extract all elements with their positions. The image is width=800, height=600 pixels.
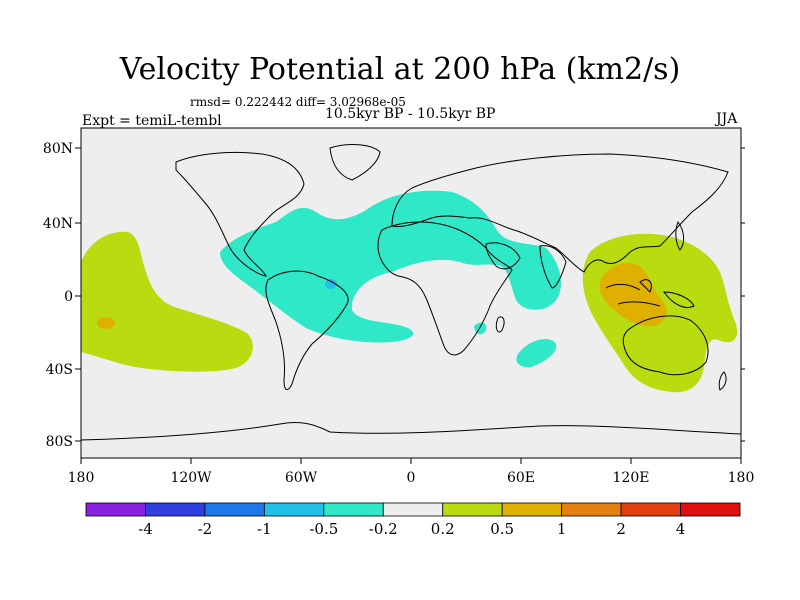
season-label: JJA — [716, 111, 738, 127]
colorbar-swatch — [442, 502, 503, 517]
colorbar-label: 2 — [616, 520, 626, 538]
neg-core-amazon — [325, 279, 337, 289]
coast-japan — [675, 220, 685, 251]
colorbar-swatch — [204, 502, 265, 517]
colorbar-label: 0.5 — [490, 520, 514, 538]
lon-tick-label: 180 — [728, 470, 755, 486]
neg-anomaly-main — [220, 190, 561, 343]
colorbar-label: -0.2 — [369, 520, 398, 538]
chart-title: Velocity Potential at 200 hPa (km2/s) — [119, 52, 681, 87]
coast-south-america — [265, 270, 349, 390]
pos-core-maritime-continent — [599, 262, 667, 327]
lon-axis: 180 120W 60W 0 60E 120E 180 — [68, 458, 755, 486]
coast-india — [539, 245, 567, 289]
coast-maritime-continent — [605, 279, 695, 308]
colorbar-label: 1 — [557, 520, 567, 538]
pos-anomaly-west-pacific — [81, 231, 253, 372]
colorbar: -4 -2 -1 -0.5 -0.2 0.2 0.5 1 2 4 — [85, 502, 741, 538]
experiment-label: Expt = temiL-tembl — [82, 113, 222, 129]
lat-tick-label: 80S — [46, 434, 73, 450]
neg-anomaly-south-atlantic — [516, 339, 557, 368]
coast-north-america — [175, 151, 305, 277]
colorbar-swatch — [145, 502, 206, 517]
coast-greenland — [329, 144, 381, 181]
lat-tick-label: 0 — [64, 289, 73, 305]
lon-tick-label: 60E — [507, 470, 535, 486]
colorbar-label: 0.2 — [431, 520, 455, 538]
coast-new-zealand — [718, 371, 727, 391]
period-label: 10.5kyr BP - 10.5kyr BP — [325, 106, 496, 122]
lat-tick-label: 80N — [43, 141, 73, 157]
colorbar-label: -1 — [257, 520, 272, 538]
coast-arabia — [485, 242, 521, 270]
colorbar-swatch — [382, 502, 444, 517]
lon-tick-label: 0 — [407, 470, 416, 486]
lat-axis: 80N 40N 0 40S 80S — [43, 141, 745, 450]
lon-tick-label: 180 — [68, 470, 95, 486]
coast-eurasia — [391, 153, 729, 273]
coast-africa — [377, 221, 513, 356]
colorbar-swatch — [501, 502, 563, 517]
coast-australia — [622, 315, 709, 376]
lon-tick-label: 120E — [613, 470, 650, 486]
pos-core-west-pacific — [97, 317, 115, 329]
colorbar-swatch — [85, 502, 146, 517]
colorbar-swatch — [263, 502, 325, 517]
lon-tick-label: 120W — [170, 470, 212, 486]
stats-label: rmsd= 0.222442 diff= 3.02968e-05 — [190, 95, 406, 109]
lon-tick-label: 60W — [285, 470, 318, 486]
lat-tick-label: 40S — [46, 362, 73, 378]
colorbar-swatch — [620, 502, 681, 517]
colorbar-swatch — [680, 502, 741, 517]
colorbar-label: 4 — [676, 520, 686, 538]
colorbar-swatch — [323, 502, 384, 517]
colorbar-label: -2 — [198, 520, 213, 538]
colorbar-swatch — [561, 502, 622, 517]
coastlines — [80, 144, 742, 441]
coast-antarctica — [80, 421, 742, 441]
coast-madagascar — [495, 316, 505, 333]
lat-tick-label: 40N — [43, 216, 73, 232]
colorbar-label: -0.5 — [309, 520, 338, 538]
colorbar-label: -4 — [138, 520, 153, 538]
